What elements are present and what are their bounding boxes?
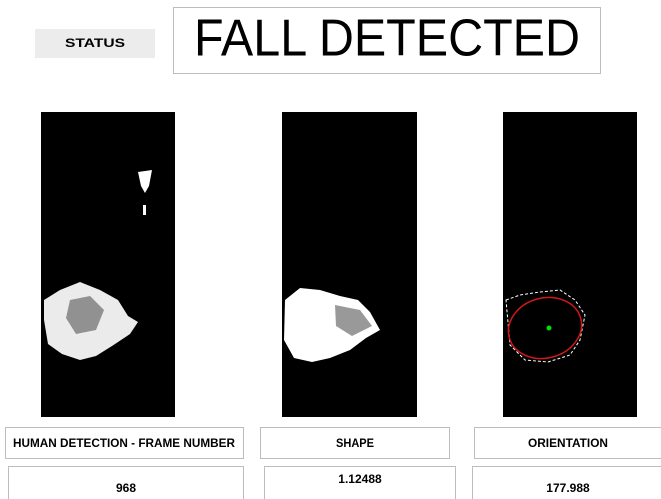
panel-label: SHAPE [336,436,374,450]
panel-value: 1.12488 [338,472,382,486]
panel-value: 968 [116,481,136,495]
panel-value: 177.988 [546,481,590,495]
panel-label: HUMAN DETECTION - FRAME NUMBER [13,436,235,450]
status-label: STATUS [65,36,125,50]
panel-label: ORIENTATION [528,436,608,450]
page: {"status": {"label": "STATUS", "text": "… [0,0,661,499]
foreground-mask-image [41,112,175,417]
screen: STATUS FALL DETECTED HUMAN DETECTION - F… [0,0,661,499]
shape-image [282,112,417,417]
orientation-image [501,112,637,417]
status-text: FALL DETECTED [194,10,580,68]
